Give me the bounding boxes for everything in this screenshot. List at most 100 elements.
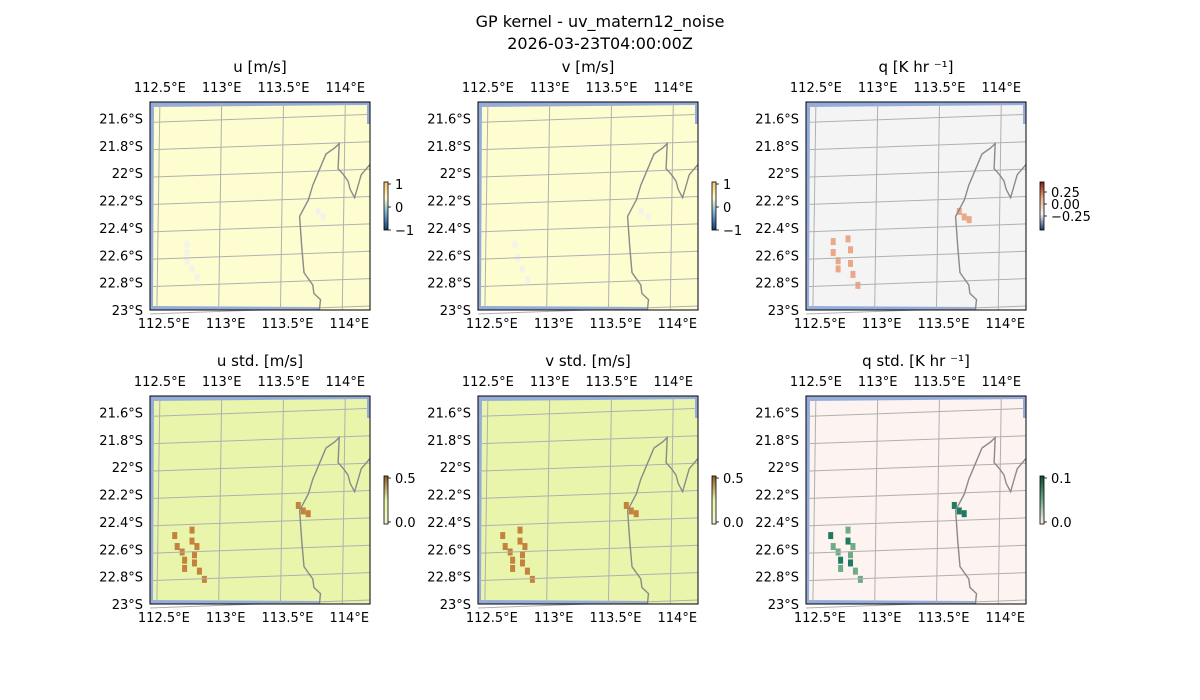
lat-tick-label: 22.6°S xyxy=(99,543,143,558)
data-cell xyxy=(174,543,180,551)
colorbar-tick-label: −0.25 xyxy=(1051,210,1091,225)
ocean-edge xyxy=(478,102,482,310)
lon-tick-label: 114°E xyxy=(330,611,370,626)
lat-tick-label: 23°S xyxy=(440,598,471,613)
data-cell xyxy=(830,543,836,551)
lon-tick-label: 113.5°E xyxy=(258,375,310,390)
data-cell xyxy=(500,532,506,540)
gridline-lat xyxy=(805,278,1027,288)
lon-tick-label: 112.5°E xyxy=(134,375,186,390)
lon-tick-label: 114°E xyxy=(330,317,370,332)
data-cell xyxy=(184,240,190,248)
gridline-lat xyxy=(477,168,699,178)
gridline-lon xyxy=(279,395,284,605)
lat-tick-label: 22°S xyxy=(440,167,471,182)
panel-title: u [m/s] xyxy=(233,58,286,76)
data-cell xyxy=(850,270,856,278)
lat-tick-label: 23°S xyxy=(768,304,799,319)
gridline-lat xyxy=(477,407,699,417)
map-panel: q std. [K hr ⁻¹] 112.5°E 112.5°E 113°E 113°E… xyxy=(755,352,1071,626)
lat-tick-label: 21.6°S xyxy=(427,406,471,421)
gridline-lon xyxy=(546,395,551,605)
data-cell xyxy=(502,543,508,551)
lon-tick-label: 113°E xyxy=(202,81,242,96)
gridline-lat xyxy=(477,250,699,260)
coastline xyxy=(626,141,699,311)
lat-tick-label: 22.4°S xyxy=(427,222,471,237)
lat-tick-label: 22.8°S xyxy=(755,571,799,586)
data-cell xyxy=(519,551,525,559)
colorbar-tick-label: 1 xyxy=(395,178,403,193)
lon-tick-label: 113.5°E xyxy=(914,81,966,96)
lon-tick-label: 113°E xyxy=(206,611,246,626)
lat-tick-label: 22.6°S xyxy=(427,249,471,264)
data-cell xyxy=(196,567,202,575)
gridline-lat xyxy=(477,462,699,472)
data-cell xyxy=(510,556,516,564)
lon-tick-label: 113.5°E xyxy=(590,611,642,626)
gridline-lat xyxy=(149,435,371,445)
gridline-lat xyxy=(149,278,371,288)
gridline-lon xyxy=(279,101,284,311)
lat-tick-label: 22.4°S xyxy=(99,222,143,237)
lat-tick-label: 22°S xyxy=(112,167,143,182)
data-cell xyxy=(830,249,836,257)
lon-tick-label: 113°E xyxy=(202,375,242,390)
ocean-edge xyxy=(150,396,370,401)
lon-tick-label: 112.5°E xyxy=(462,81,514,96)
gridline-lon xyxy=(484,395,489,605)
data-cell xyxy=(847,246,853,254)
gridline-lat xyxy=(477,278,699,288)
lat-tick-label: 21.6°S xyxy=(755,406,799,421)
lon-tick-label: 114°E xyxy=(982,375,1022,390)
ocean-edge xyxy=(367,396,370,418)
data-cell xyxy=(172,532,178,540)
gridline-lat xyxy=(477,141,699,151)
lat-tick-label: 22°S xyxy=(112,461,143,476)
colorbar-tick-label: 0 xyxy=(395,201,403,216)
gridline-lon xyxy=(607,395,612,605)
field-background xyxy=(478,102,698,310)
gridline-lat xyxy=(149,517,371,527)
gridline-lat xyxy=(805,196,1027,206)
colorbar-tick-label: 0.0 xyxy=(723,516,744,531)
data-cell xyxy=(830,238,836,246)
lon-tick-label: 113.5°E xyxy=(262,317,314,332)
lat-tick-label: 21.8°S xyxy=(755,434,799,449)
axes-frame xyxy=(805,101,1027,311)
lat-tick-label: 22.8°S xyxy=(755,277,799,292)
data-cell xyxy=(510,564,516,572)
gridline-lat xyxy=(477,223,699,233)
gridline-lon xyxy=(341,101,346,311)
lon-tick-label: 112.5°E xyxy=(462,375,514,390)
gridline-lat xyxy=(149,462,371,472)
lat-tick-label: 22.4°S xyxy=(755,222,799,237)
lat-tick-label: 22.2°S xyxy=(99,195,143,210)
lat-tick-label: 22.8°S xyxy=(99,571,143,586)
data-cell xyxy=(850,543,856,551)
lat-tick-label: 22.4°S xyxy=(427,516,471,531)
lon-tick-label: 113°E xyxy=(858,375,898,390)
data-cell xyxy=(517,526,523,534)
lat-tick-label: 21.8°S xyxy=(99,434,143,449)
data-cell xyxy=(961,213,967,221)
data-cell xyxy=(300,507,306,515)
data-cell xyxy=(845,537,851,545)
lat-tick-label: 22.4°S xyxy=(755,516,799,531)
lat-tick-label: 21.6°S xyxy=(755,112,799,127)
field-background xyxy=(806,102,1026,310)
panel-title: v std. [m/s] xyxy=(545,352,631,370)
colorbar-tick-label: −1 xyxy=(395,224,414,239)
ocean-edge xyxy=(478,102,698,107)
lon-tick-label: 112.5°E xyxy=(466,317,518,332)
lon-tick-label: 113°E xyxy=(530,81,570,96)
gridline-lat xyxy=(805,113,1027,123)
lat-tick-label: 22°S xyxy=(440,461,471,476)
lon-tick-label: 113°E xyxy=(858,81,898,96)
gridline-lat xyxy=(805,141,1027,151)
gridline-lon xyxy=(546,101,551,311)
gridline-lat xyxy=(477,196,699,206)
gridline-lon xyxy=(156,101,161,311)
ocean-edge xyxy=(1023,396,1026,418)
